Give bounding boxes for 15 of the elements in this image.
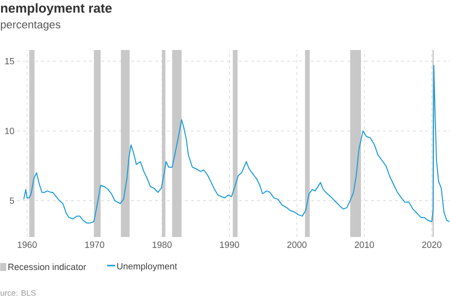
x-tick-label: 1970 <box>85 242 104 248</box>
y-tick-label: 15 <box>5 58 14 64</box>
x-tick-label: 2010 <box>354 242 374 248</box>
y-tick-label: 10 <box>5 128 14 134</box>
legend-label: Recession indicator <box>8 263 86 270</box>
x-tick-label: 2020 <box>422 242 442 248</box>
x-tick-label: 1960 <box>18 242 37 248</box>
text: urce: BLS <box>0 290 36 296</box>
chart-title: nemployment rate <box>1 3 112 16</box>
x-tick-label: 2000 <box>287 242 307 248</box>
x-tick-label: 1980 <box>152 242 172 248</box>
legend-label: Unemployment <box>117 262 178 272</box>
x-tick-label: 1990 <box>220 242 240 248</box>
y-tick-label: 5 <box>10 198 14 204</box>
chart-subtitle: percentages <box>0 21 60 31</box>
